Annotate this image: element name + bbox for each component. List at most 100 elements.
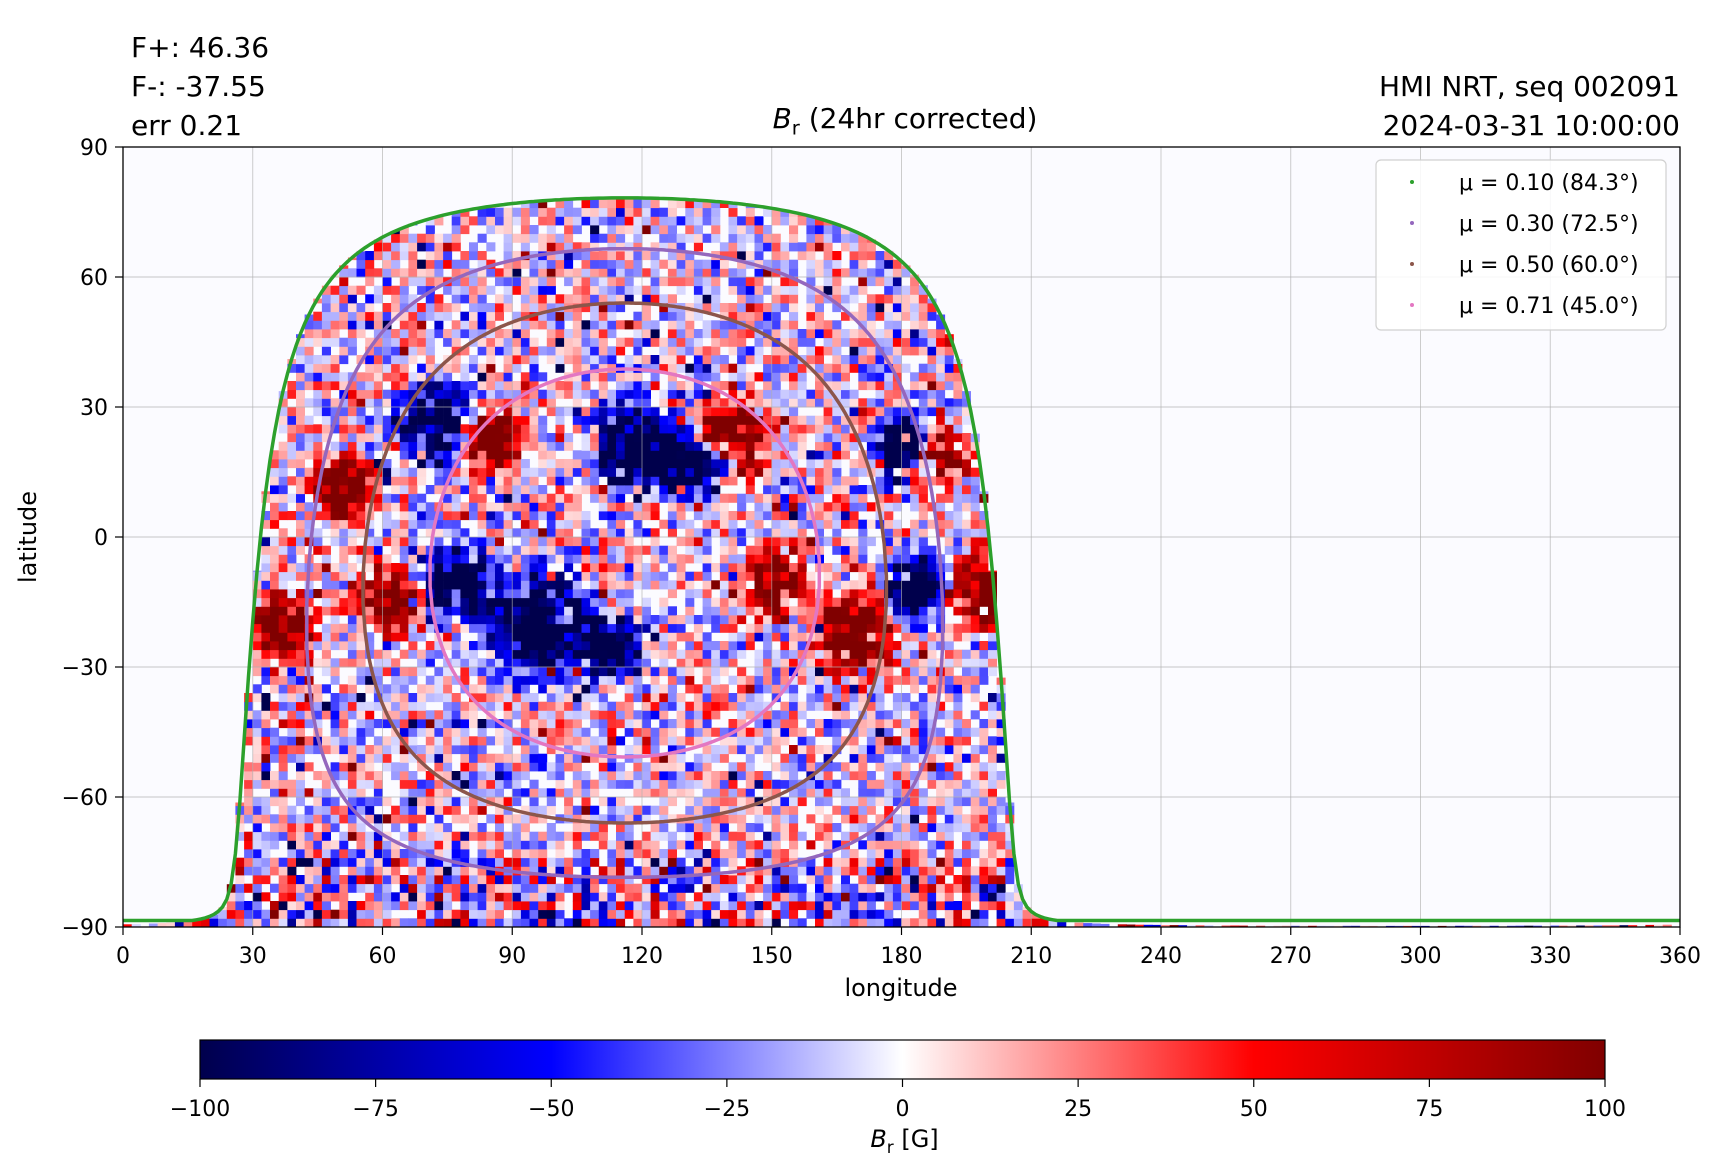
heatmap-cell — [270, 572, 279, 581]
heatmap-cell — [530, 277, 539, 286]
heatmap-cell — [607, 199, 616, 208]
heatmap-cell — [703, 684, 712, 693]
heatmap-cell — [824, 580, 833, 589]
heatmap-cell — [408, 875, 417, 884]
heatmap-cell — [599, 580, 608, 589]
heatmap-cell — [331, 485, 340, 494]
heatmap-cell — [633, 632, 642, 641]
heatmap-cell — [374, 294, 383, 303]
heatmap-cell — [538, 416, 547, 425]
heatmap-cell — [832, 433, 841, 442]
heatmap-cell — [590, 208, 599, 217]
heatmap-cell — [850, 823, 859, 832]
heatmap-cell — [478, 589, 487, 598]
heatmap-cell — [495, 268, 504, 277]
heatmap-cell — [426, 329, 435, 338]
heatmap-cell — [564, 528, 573, 537]
heatmap-cell — [400, 806, 409, 815]
heatmap-cell — [746, 754, 755, 763]
heatmap-cell — [633, 407, 642, 416]
heatmap-cell — [322, 650, 331, 659]
heatmap-cell — [755, 372, 764, 381]
heatmap-cell — [677, 268, 686, 277]
heatmap-cell — [711, 398, 720, 407]
heatmap-cell — [512, 277, 521, 286]
heatmap-cell — [607, 771, 616, 780]
heatmap-cell — [365, 303, 374, 312]
heatmap-cell — [703, 554, 712, 563]
heatmap-cell — [408, 814, 417, 823]
heatmap-cell — [486, 598, 495, 607]
heatmap-cell — [331, 320, 340, 329]
heatmap-cell — [659, 580, 668, 589]
heatmap-cell — [331, 459, 340, 468]
heatmap-cell — [832, 381, 841, 390]
heatmap-cell — [582, 286, 591, 295]
heatmap-cell — [590, 251, 599, 260]
heatmap-cell — [642, 338, 651, 347]
heatmap-cell — [573, 364, 582, 373]
heatmap-cell — [651, 580, 660, 589]
heatmap-cell — [858, 580, 867, 589]
heatmap-cell — [244, 901, 253, 910]
heatmap-cell — [469, 390, 478, 399]
heatmap-cell — [858, 407, 867, 416]
heatmap-cell — [374, 788, 383, 797]
heatmap-cell — [452, 260, 461, 269]
heatmap-cell — [426, 754, 435, 763]
heatmap-cell — [789, 754, 798, 763]
heatmap-cell — [564, 381, 573, 390]
heatmap-cell — [832, 563, 841, 572]
heatmap-cell — [478, 398, 487, 407]
heatmap-cell — [651, 554, 660, 563]
heatmap-cell — [789, 580, 798, 589]
heatmap-cell — [460, 251, 469, 260]
heatmap-cell — [374, 546, 383, 555]
heatmap-cell — [313, 398, 322, 407]
heatmap-cell — [512, 572, 521, 581]
heatmap-cell — [573, 832, 582, 841]
heatmap-cell — [841, 658, 850, 667]
heatmap-cell — [659, 312, 668, 321]
heatmap-cell — [685, 312, 694, 321]
heatmap-cell — [858, 416, 867, 425]
heatmap-cell — [668, 563, 677, 572]
heatmap-cell — [469, 286, 478, 295]
heatmap-cell — [806, 589, 815, 598]
heatmap-cell — [763, 372, 772, 381]
heatmap-cell — [556, 892, 565, 901]
heatmap-cell — [607, 433, 616, 442]
heatmap-cell — [512, 381, 521, 390]
heatmap-cell — [729, 624, 738, 633]
heatmap-cell — [443, 918, 452, 927]
heatmap-cell — [530, 624, 539, 633]
heatmap-cell — [357, 719, 366, 728]
heatmap-cell — [789, 849, 798, 858]
heatmap-cell — [582, 901, 591, 910]
heatmap-cell — [348, 624, 357, 633]
heatmap-cell — [573, 858, 582, 867]
heatmap-cell — [400, 901, 409, 910]
heatmap-cell — [659, 615, 668, 624]
heatmap-cell — [279, 910, 288, 919]
heatmap-cell — [547, 502, 556, 511]
heatmap-cell — [322, 823, 331, 832]
heatmap-cell — [478, 528, 487, 537]
heatmap-cell — [400, 502, 409, 511]
heatmap-cell — [737, 537, 746, 546]
heatmap-cell — [400, 771, 409, 780]
heatmap-cell — [815, 242, 824, 251]
heatmap-cell — [677, 459, 686, 468]
heatmap-cell — [633, 918, 642, 927]
heatmap-cell — [400, 329, 409, 338]
heatmap-cell — [434, 572, 443, 581]
heatmap-cell — [720, 494, 729, 503]
heatmap-cell — [460, 502, 469, 511]
heatmap-cell — [564, 338, 573, 347]
heatmap-cell — [607, 840, 616, 849]
heatmap-cell — [547, 260, 556, 269]
heatmap-cell — [633, 485, 642, 494]
heatmap-cell — [305, 476, 314, 485]
heatmap-cell — [625, 260, 634, 269]
heatmap-cell — [616, 537, 625, 546]
